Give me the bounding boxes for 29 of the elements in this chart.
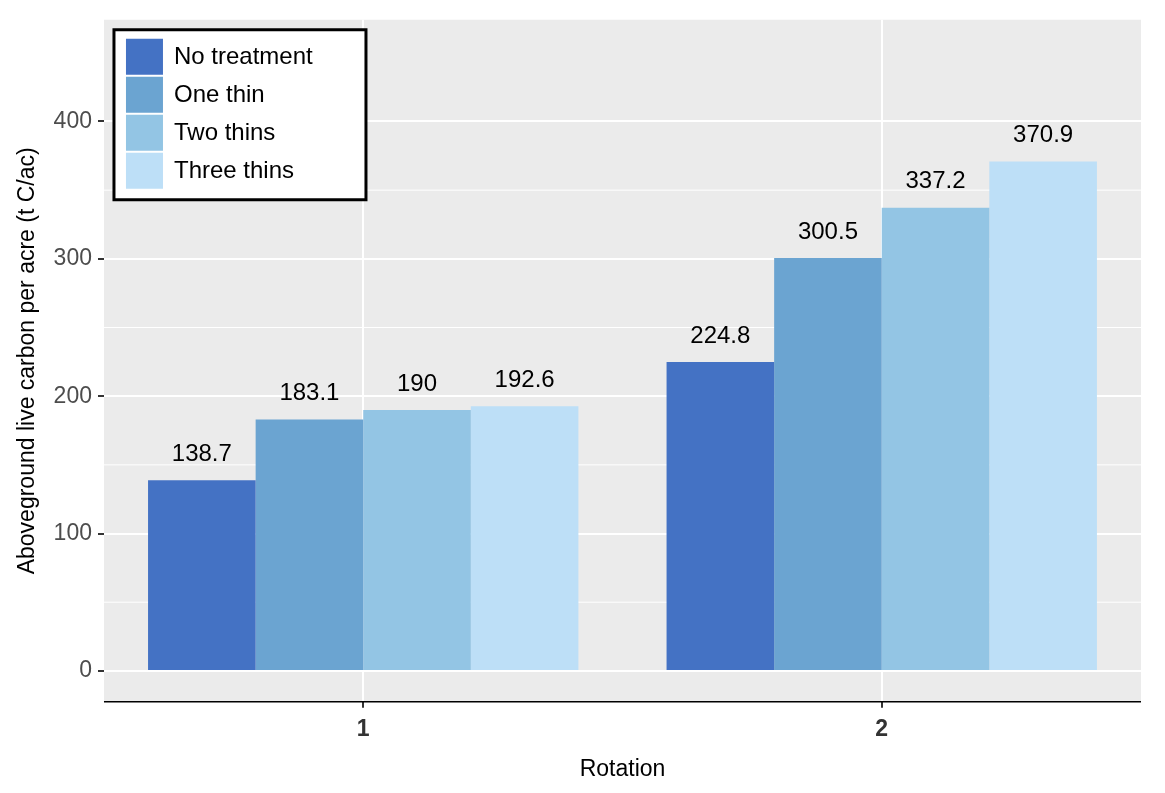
data-label: 300.5	[797, 216, 858, 244]
bar	[989, 161, 1097, 670]
y-tick-label: 200	[53, 381, 92, 408]
bar	[774, 258, 882, 670]
y-tick-label: 400	[53, 106, 92, 133]
x-tick-label: 1	[356, 714, 370, 741]
data-label: 138.7	[171, 439, 232, 466]
y-tick-label: 300	[53, 244, 92, 271]
data-label: 337.2	[905, 166, 966, 194]
data-label: 190	[397, 368, 438, 396]
legend-label: One thin	[173, 80, 265, 108]
legend-label: Two thins	[173, 118, 276, 146]
data-label: 183.1	[279, 378, 340, 406]
bar	[363, 409, 471, 670]
y-axis-title: Aboveground live carbon per acre (t C/ac)	[13, 147, 40, 575]
bar	[470, 406, 579, 670]
legend-label: Three thins	[173, 156, 295, 184]
x-tick-label: 2	[875, 714, 889, 741]
y-tick-label: 0	[79, 656, 92, 683]
data-label: 224.8	[690, 320, 751, 348]
data-label: 192.6	[494, 364, 555, 392]
bar	[881, 207, 990, 670]
bar	[666, 362, 775, 670]
bar	[148, 480, 256, 670]
legend-label: No treatment	[173, 42, 314, 70]
x-axis-title: Rotation	[579, 754, 666, 781]
data-label: 370.9	[1013, 120, 1074, 148]
y-tick-label: 100	[53, 518, 92, 545]
bar	[255, 419, 364, 670]
